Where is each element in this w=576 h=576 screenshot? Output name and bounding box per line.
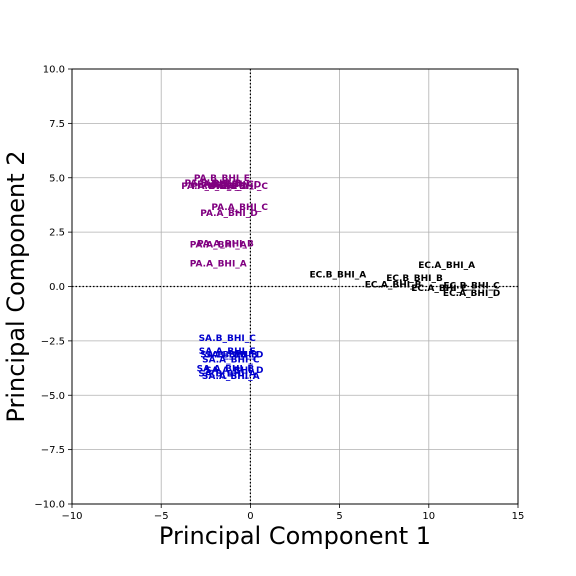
- point-label: PA.A_BHI_A: [190, 260, 247, 270]
- y-tick-label: 5.0: [49, 173, 65, 184]
- y-tick-label: −2.5: [41, 336, 65, 347]
- point-labels: PA.B_BHI_EPA.B_BHI_BPA.B_BHI_CPA.B_BHI_D…: [181, 174, 500, 382]
- point-label: SA.A_BHI_C: [202, 355, 260, 365]
- point-label: SA.B_BHI_A: [198, 370, 256, 380]
- y-axis-title: Principal Component 2: [2, 150, 30, 422]
- point-label: EC.A_BHI_A: [418, 261, 475, 271]
- point-label: EC.A_BHI_C: [411, 284, 468, 294]
- y-tick-label: −5.0: [41, 391, 65, 402]
- x-tick-label: 0: [247, 511, 253, 522]
- point-label: SA.B_BHI_C: [199, 334, 257, 344]
- point-label: EC.A_BHI_D: [443, 289, 500, 299]
- x-tick-label: −5: [154, 511, 169, 522]
- point-label: SA.A_BHI_B: [197, 364, 255, 374]
- point-label: PA.B_BHI_A: [192, 182, 249, 192]
- point-label: SA.A_BHI_E: [199, 347, 256, 357]
- x-tick-label: 5: [336, 511, 342, 522]
- y-tick-label: −10.0: [34, 500, 65, 511]
- point-label: PA.A_BHI_C: [211, 203, 268, 213]
- point-label: PA.B_BHI_D: [204, 181, 261, 191]
- x-tick-label: 10: [422, 511, 435, 522]
- point-label: PA.A_BHI_A: [190, 241, 247, 251]
- y-tick-label: 2.5: [49, 228, 65, 239]
- point-label: EC.A_BHI_B: [365, 280, 422, 290]
- point-label: PA.A_BHI_D: [200, 209, 258, 219]
- plot-frame: [71, 68, 519, 505]
- x-axis-title: Principal Component 1: [159, 522, 431, 550]
- y-tick-label: 0.0: [49, 282, 65, 293]
- y-tick-label: 10.0: [43, 65, 65, 76]
- point-label: PA.B_BHI_E: [194, 174, 250, 184]
- point-label: SA.A_BHI_A: [202, 372, 260, 382]
- point-label: PA.B_BHI_C: [197, 180, 254, 190]
- point-label: SA.B_BHI_B: [200, 350, 258, 360]
- point-label: EC.B_BHI_A: [309, 271, 366, 281]
- axis-ticks: −10 −5 0 5 10 15 −10.0 −7.5 −5.0 −2.5 0.0 2.5 5.0 7.5…: [34, 65, 524, 523]
- point-label: SA.B_BHI_D: [205, 350, 263, 360]
- point-label: EC.B_BHI_B: [386, 274, 443, 284]
- point-label: SA.A_BHI_D: [205, 366, 263, 376]
- x-tick-label: −10: [61, 511, 82, 522]
- y-tick-label: −7.5: [41, 445, 65, 456]
- point-label: PA.A_BHI_C: [211, 182, 268, 192]
- zero-lines: [72, 69, 518, 504]
- point-label: PA.A_BHI_B: [197, 239, 254, 249]
- y-tick-label: 7.5: [49, 119, 65, 130]
- point-label: PA.A_BHI_E: [181, 182, 237, 192]
- point-label: PA.B_BHI_B: [185, 179, 242, 189]
- point-label: EC.B_BHI_C: [443, 281, 500, 291]
- x-tick-label: 15: [512, 511, 525, 522]
